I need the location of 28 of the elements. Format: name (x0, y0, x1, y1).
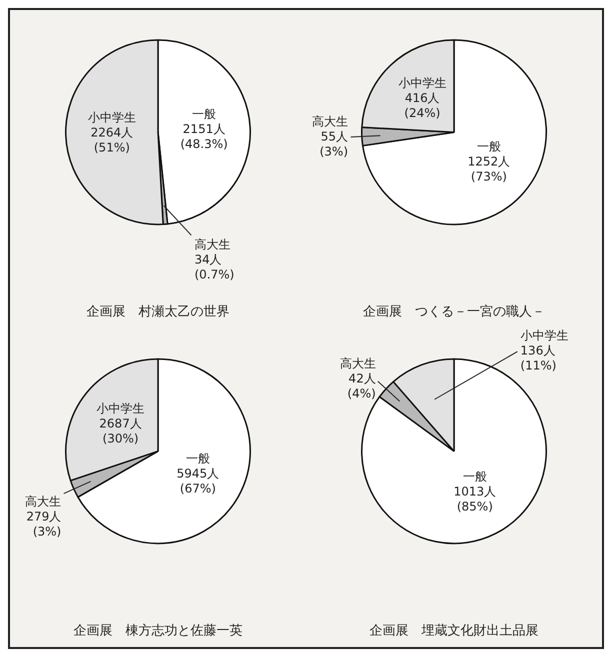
slice-label: 高大生 (340, 356, 376, 370)
data-label: 55人 (3%) (320, 129, 348, 158)
slice-label: 高大生 (194, 238, 230, 252)
data-label: 2264人 (51%) (90, 126, 134, 155)
slice-label: 小中学生 (398, 76, 446, 90)
data-label: 34人 (0.7%) (194, 252, 234, 282)
slice-label: 一般 (476, 139, 501, 154)
text: 企画展 棟方志功と佐藤一英 (74, 622, 242, 638)
text: 企画展 村瀬太乙の世界 (86, 304, 230, 320)
data-label: 136人 (11%) (520, 343, 556, 372)
slice-label: 高大生 (25, 494, 62, 508)
text: 企画展 つくる－一宮の職人－ (363, 304, 545, 320)
data-label: 1252人 (73%) (468, 154, 510, 184)
slice-label: 小中学生 (96, 400, 145, 415)
data-label: 5945人 (67%) (176, 466, 220, 495)
slice-label: 一般 (192, 106, 216, 121)
text: 企画展 埋蔵文化財出土品展 (370, 623, 538, 638)
data-label: 2687人 (30%) (99, 416, 142, 445)
data-label: 1013人 (85%) (454, 484, 496, 513)
slice-label: 小中学生 (520, 328, 568, 342)
data-label: 279人 (3%) (26, 508, 62, 538)
slice-label: 一般 (186, 450, 210, 465)
data-label: 42人 (4%) (347, 371, 376, 400)
data-label: 416人 (24%) (404, 90, 440, 120)
slice-label: 高大生 (312, 114, 348, 128)
data-label: 2151人 (48.3%) (180, 122, 228, 151)
slice-label: 小中学生 (88, 110, 136, 125)
slice-label: 一般 (462, 468, 487, 483)
